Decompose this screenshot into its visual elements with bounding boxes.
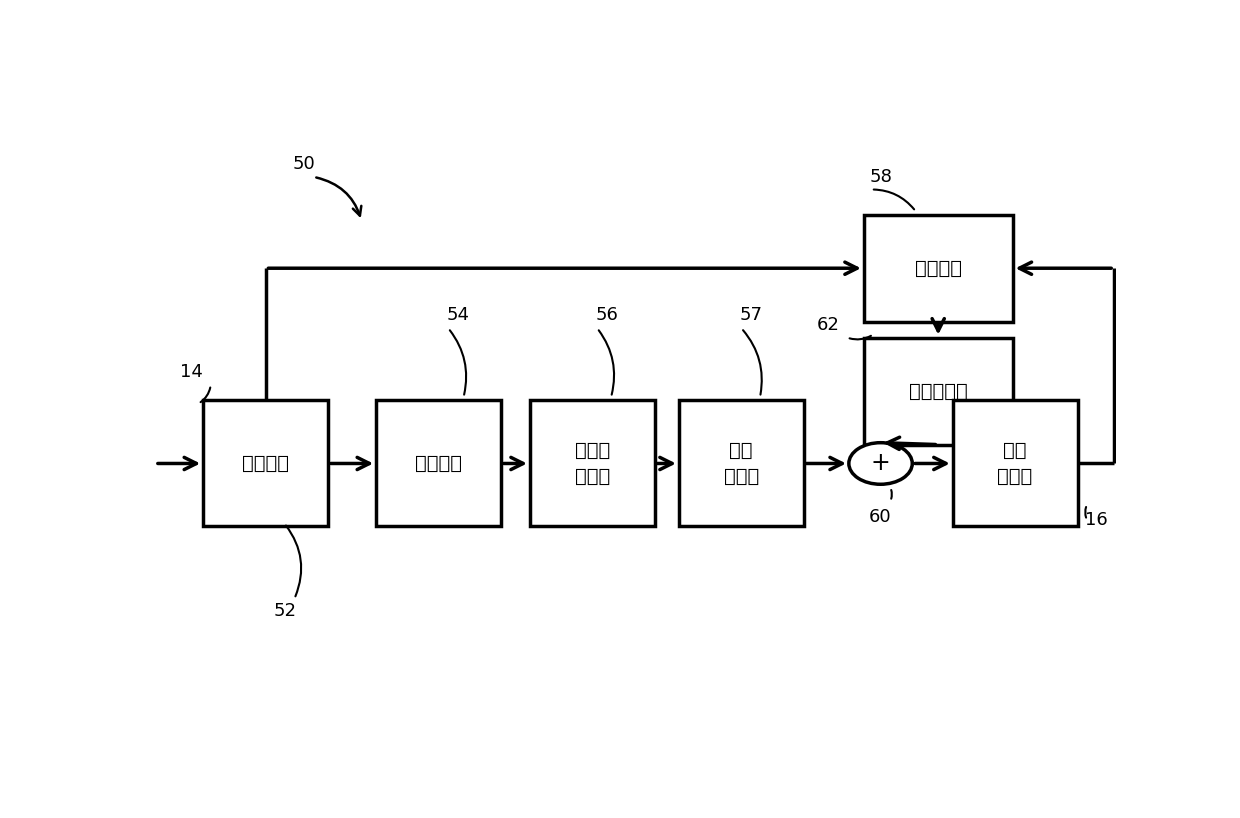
Text: 反变换
处理器: 反变换 处理器: [574, 441, 610, 486]
Text: 57: 57: [739, 307, 763, 325]
Text: 56: 56: [595, 307, 618, 325]
Text: 熵解码器: 熵解码器: [242, 454, 289, 473]
Circle shape: [849, 443, 913, 484]
Text: 54: 54: [446, 307, 469, 325]
Text: 解量化器: 解量化器: [415, 454, 463, 473]
Text: 14: 14: [180, 363, 203, 381]
FancyBboxPatch shape: [952, 401, 1078, 527]
Text: 52: 52: [273, 603, 296, 621]
Text: 60: 60: [869, 508, 892, 526]
FancyBboxPatch shape: [529, 401, 655, 527]
Text: +: +: [870, 452, 890, 475]
FancyBboxPatch shape: [376, 401, 501, 527]
FancyBboxPatch shape: [678, 401, 804, 527]
Text: 62: 62: [816, 316, 839, 334]
FancyBboxPatch shape: [864, 214, 1013, 321]
Text: 50: 50: [293, 155, 315, 173]
Text: 空间
补偿器: 空间 补偿器: [724, 441, 759, 486]
Text: 帧缓冲器: 帧缓冲器: [915, 258, 962, 278]
FancyBboxPatch shape: [864, 338, 1013, 445]
Text: 16: 16: [1085, 511, 1109, 529]
Text: 运动补偿器: 运动补偿器: [909, 381, 967, 401]
FancyBboxPatch shape: [203, 401, 327, 527]
Text: 58: 58: [869, 168, 892, 186]
Text: 解块
处理器: 解块 处理器: [997, 441, 1033, 486]
